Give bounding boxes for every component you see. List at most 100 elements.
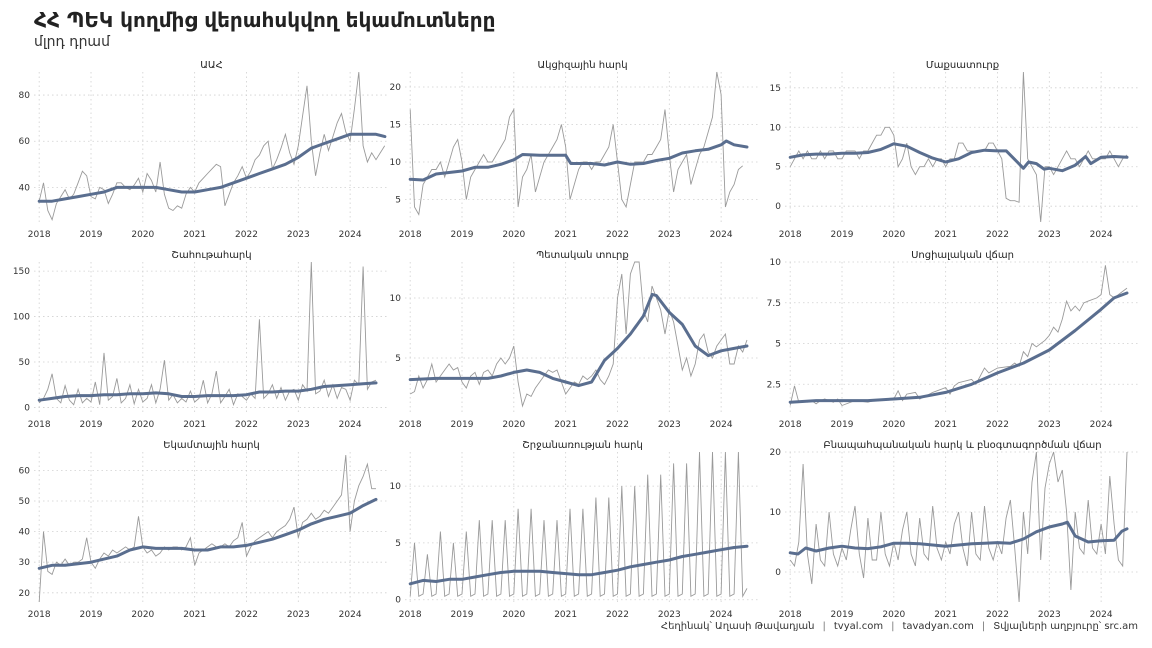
chart-panel: Մաքսատուրք 2018 2019 2020 2021 2022 2023 2024 0 5… (770, 60, 1140, 240)
caption-separator: | (891, 621, 895, 632)
x-tick-label: 2019 (80, 420, 103, 430)
y-tick-label: 20 (390, 83, 402, 93)
y-tick-label: 10 (770, 508, 782, 518)
x-tick-label: 2019 (831, 230, 854, 240)
y-tick-label: 0 (24, 403, 30, 413)
caption-source: Տվյալների աղբյուրը՝ src.am (993, 621, 1138, 632)
y-tick-label: 50 (19, 358, 31, 368)
y-tick-label: 50 (19, 497, 31, 507)
x-tick-label: 2022 (986, 610, 1009, 620)
y-tick-label: 80 (19, 91, 31, 101)
x-tick-label: 2021 (934, 230, 957, 240)
panel-title: Եկամտային հարկ (163, 440, 260, 451)
x-tick-label: 2024 (710, 610, 733, 620)
y-tick-label: 10 (770, 123, 782, 133)
x-tick-label: 2020 (882, 420, 905, 430)
x-tick-label: 2019 (451, 610, 474, 620)
x-tick-label: 2021 (934, 610, 957, 620)
raw-series-line (409, 451, 748, 598)
x-tick-label: 2024 (1090, 420, 1113, 430)
x-tick-label: 2024 (710, 420, 733, 430)
x-tick-label: 2023 (658, 610, 681, 620)
x-tick-label: 2019 (831, 610, 854, 620)
raw-series-line (409, 71, 743, 216)
x-tick-label: 2018 (399, 420, 422, 430)
panel-title: Բնապահպանական հարկ և բնօգտագործման վճար (823, 440, 1101, 451)
raw-series-line (38, 71, 386, 222)
raw-series-line (789, 451, 1128, 603)
x-tick-label: 2021 (183, 420, 206, 430)
y-tick-label: 100 (13, 313, 30, 323)
x-tick-label: 2018 (28, 230, 51, 240)
x-tick-label: 2023 (1038, 230, 1061, 240)
x-tick-label: 2021 (554, 230, 577, 240)
raw-series-line (38, 455, 376, 603)
x-tick-label: 2023 (287, 230, 310, 240)
y-tick-label: 150 (13, 267, 30, 277)
trend-series-line (788, 520, 1129, 556)
x-tick-label: 2022 (606, 230, 629, 240)
y-tick-label: 10 (390, 158, 402, 168)
x-tick-label: 2022 (235, 610, 258, 620)
panel-title: Մաքսատուրք (926, 60, 999, 71)
x-tick-label: 2024 (710, 230, 733, 240)
x-tick-label: 2018 (399, 230, 422, 240)
x-tick-label: 2018 (28, 610, 51, 620)
x-tick-label: 2020 (882, 610, 905, 620)
x-tick-label: 2020 (131, 610, 154, 620)
caption: Հեղինակ՝ Աղասի Թավադյան | tvyal.com | tavady… (661, 621, 1138, 632)
x-tick-label: 2019 (80, 610, 103, 620)
trend-series-line (37, 381, 378, 402)
x-tick-label: 2023 (658, 420, 681, 430)
caption-site-tavadyan: tavadyan.com (902, 621, 974, 632)
y-tick-label: 2.5 (767, 380, 781, 390)
x-tick-label: 2024 (1090, 610, 1113, 620)
y-tick-label: 0 (775, 202, 781, 212)
x-tick-label: 2023 (658, 230, 681, 240)
x-tick-label: 2021 (183, 610, 206, 620)
x-tick-label: 2023 (1038, 420, 1061, 430)
y-tick-label: 0 (775, 568, 781, 578)
x-tick-label: 2020 (502, 420, 525, 430)
panel-title: Պետական տուրք (536, 250, 629, 261)
y-tick-label: 7.5 (767, 299, 781, 309)
y-tick-label: 10 (390, 482, 402, 492)
y-tick-label: 15 (390, 121, 401, 131)
x-tick-label: 2019 (451, 420, 474, 430)
caption-separator: | (822, 621, 826, 632)
panel-title: Շահութահարկ (171, 250, 251, 261)
x-tick-label: 2024 (339, 420, 362, 430)
trend-series-line (408, 139, 749, 182)
y-tick-label: 40 (19, 528, 31, 538)
y-tick-label: 5 (775, 340, 781, 350)
trend-series-line (408, 292, 749, 388)
trend-series-line (408, 544, 749, 586)
x-tick-label: 2022 (986, 230, 1009, 240)
panel-title: ԱԱՀ (200, 60, 222, 71)
x-tick-label: 2018 (779, 610, 802, 620)
chart-panel: Եկամտային հարկ 2018 2019 2020 2021 2022 2023 20… (19, 440, 389, 620)
x-tick-label: 2022 (235, 230, 258, 240)
y-tick-label: 20 (770, 448, 782, 458)
y-tick-label: 20 (19, 589, 31, 599)
x-tick-label: 2021 (554, 610, 577, 620)
chart-panel: Շահութահարկ 2018 2019 2020 2021 2022 2023 2024 0… (13, 250, 389, 430)
x-tick-label: 2021 (183, 230, 206, 240)
y-tick-label: 5 (395, 354, 401, 364)
y-tick-label: 5 (395, 196, 401, 206)
x-tick-label: 2019 (80, 230, 103, 240)
caption-author: Հեղինակ՝ Աղասի Թավադյան (660, 621, 815, 632)
page-title: ՀՀ ՊԵԿ կողմից վերահսկվող եկամուտները (34, 8, 496, 32)
chart-panel: Սոցիալական վճար 2018 2019 2020 2021 2022 2023 2… (767, 250, 1140, 430)
y-tick-label: 40 (19, 183, 31, 193)
x-tick-label: 2020 (131, 230, 154, 240)
x-tick-label: 2018 (779, 420, 802, 430)
x-tick-label: 2023 (287, 420, 310, 430)
x-tick-label: 2022 (986, 420, 1009, 430)
x-tick-label: 2023 (1038, 610, 1061, 620)
panel-title: Սոցիալական վճար (911, 250, 1014, 261)
trend-series-line (37, 497, 378, 570)
x-tick-label: 2020 (502, 230, 525, 240)
x-tick-label: 2018 (28, 420, 51, 430)
chart-panel: Շրջանառության հարկ 2018 2019 2020 2021 2022 20… (390, 440, 760, 620)
